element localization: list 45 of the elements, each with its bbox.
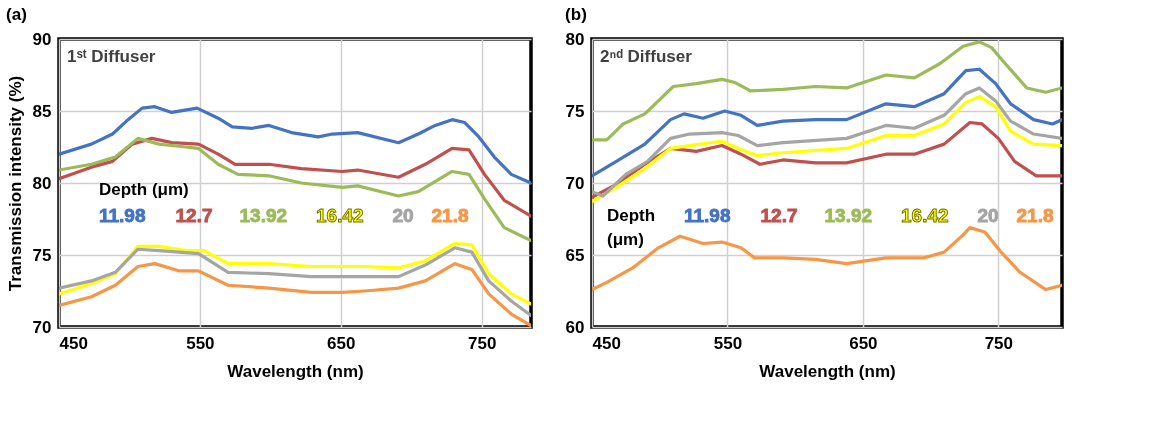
y-tick-label: 80 xyxy=(32,173,52,193)
chart-title: (a) xyxy=(6,5,27,24)
text: 21.8 xyxy=(431,205,469,227)
x-axis-title: Wavelength (nm) xyxy=(759,361,896,381)
y-tick-label: 70 xyxy=(565,173,585,193)
text: 13.92 xyxy=(824,205,873,227)
text: 11.98 xyxy=(99,205,146,227)
x-tick-label: 650 xyxy=(327,333,356,353)
y-tick-label: 80 xyxy=(565,29,585,49)
text: 12.7 xyxy=(760,205,798,227)
line-series xyxy=(592,67,1062,178)
x-tick-label: 750 xyxy=(984,333,1014,353)
y-tick-label: 90 xyxy=(32,29,52,49)
y-tick-label: 70 xyxy=(32,317,52,337)
text: 16.42 xyxy=(316,205,364,227)
x-tick-label: 550 xyxy=(713,333,743,353)
series-label: 13.92 xyxy=(239,205,288,227)
y-tick-label: 85 xyxy=(32,101,52,121)
annotation: 1ˢᵗ Diffuser xyxy=(67,47,156,66)
text: 16.42 xyxy=(901,205,949,227)
x-tick-label: 450 xyxy=(59,333,88,353)
series-label: 21.8 xyxy=(1016,205,1054,227)
y-tick-label: 65 xyxy=(565,245,585,265)
line-series xyxy=(59,105,531,185)
text: 20 xyxy=(977,205,999,227)
x-tick-label: 550 xyxy=(186,333,215,353)
y-tick-label: 75 xyxy=(565,101,585,121)
line-series xyxy=(59,136,531,243)
legend-title: Depth (μm) xyxy=(607,206,656,250)
x-axis-title: Wavelength (nm) xyxy=(227,361,364,381)
y-axis-title: Transmission intensity (%) xyxy=(5,75,25,292)
text: 11.98 xyxy=(684,205,731,227)
y-tick-label: 60 xyxy=(565,317,585,337)
text: 20 xyxy=(392,205,414,227)
legend-title: Depth (μm) xyxy=(99,180,189,200)
x-tick-label: 750 xyxy=(468,333,497,353)
line-series xyxy=(592,226,1062,292)
chart-title: (b) xyxy=(565,5,587,24)
line-series xyxy=(59,241,531,306)
text: 12.7 xyxy=(175,205,213,227)
annotation: 2ⁿᵈ Diffuser xyxy=(600,47,693,66)
x-tick-label: 450 xyxy=(592,333,621,353)
x-tick-label: 650 xyxy=(849,333,878,353)
y-tick-label: 75 xyxy=(32,245,52,265)
line-series xyxy=(59,246,531,318)
